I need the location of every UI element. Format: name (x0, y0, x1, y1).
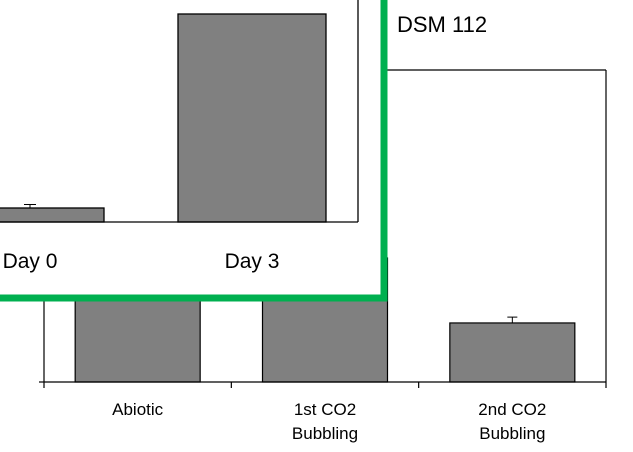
main-tick-labels: Abiotic 1st CO2 Bubbling 2nd CO2 Bubbling (112, 400, 546, 443)
inset-x-tick-label: Day 0 (3, 250, 58, 273)
main-bar (449, 322, 576, 383)
main-x-tick-label: 2nd CO2 Bubbling (478, 400, 546, 443)
chart-title: DSM 112 (397, 12, 487, 37)
inset-axes (0, 0, 359, 223)
main-x-tick-label: 1st CO2 Bubbling (292, 400, 358, 443)
inset-bar (0, 207, 105, 223)
inset-chart: Day 0 Day 3 (0, 0, 388, 302)
inset-x-tick-label: Day 3 (225, 250, 280, 273)
inset-bar (177, 13, 327, 223)
main-x-tick-label: Abiotic (112, 400, 164, 419)
inset-tick-labels: Day 0 Day 3 (3, 250, 280, 273)
inset-border (0, 0, 388, 302)
